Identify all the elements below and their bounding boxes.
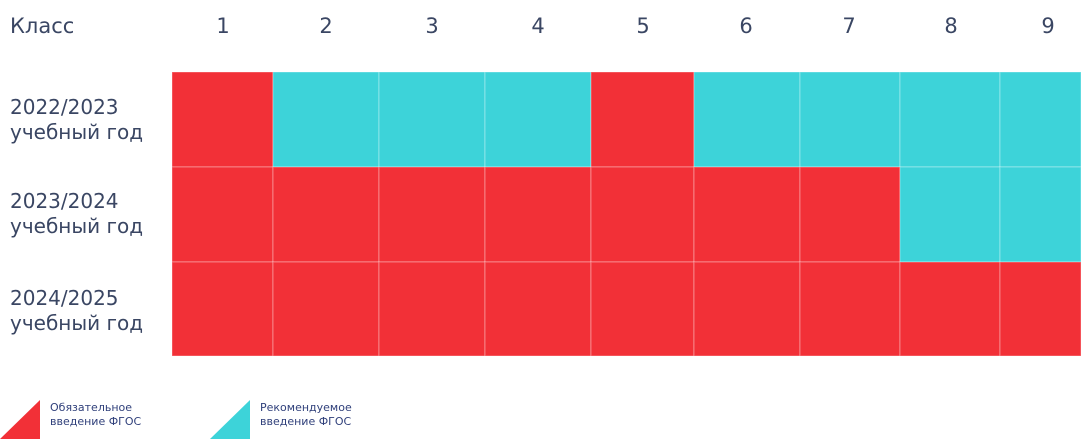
heatmap-cell-mandatory bbox=[590, 261, 695, 357]
heatmap-cell-recommended bbox=[693, 71, 801, 168]
legend-label-line: введение ФГОС bbox=[260, 415, 352, 428]
heatmap-cell-recommended bbox=[899, 166, 1001, 263]
heatmap-cell-mandatory bbox=[484, 166, 592, 263]
row-label-2023-2024: 2023/2024 учебный год bbox=[10, 189, 143, 239]
legend-swatch-recommended bbox=[210, 400, 250, 439]
heatmap-cell-mandatory bbox=[171, 166, 274, 263]
row-label-caption: учебный год bbox=[10, 120, 144, 144]
column-header-2: 2 bbox=[319, 14, 333, 38]
heatmap-cell-mandatory bbox=[693, 166, 801, 263]
heatmap-cell-mandatory bbox=[590, 71, 695, 168]
heatmap-cell-mandatory bbox=[272, 166, 380, 263]
heatmap-cell-mandatory bbox=[590, 166, 695, 263]
heatmap-cell-recommended bbox=[378, 71, 486, 168]
heatmap-cell-mandatory bbox=[799, 166, 901, 263]
column-header-5: 5 bbox=[636, 14, 650, 38]
row-label-year: 2022/2023 bbox=[10, 95, 119, 119]
corner-label: Класс bbox=[10, 14, 75, 38]
heatmap-cell-mandatory bbox=[171, 71, 274, 168]
row-label-2022-2023: 2022/2023 учебный год bbox=[10, 95, 143, 145]
legend-label-line: Обязательное bbox=[50, 401, 133, 414]
column-header-7: 7 bbox=[842, 14, 856, 38]
heatmap-cell-mandatory bbox=[272, 261, 380, 357]
heatmap-cell-mandatory bbox=[693, 261, 801, 357]
row-label-year: 2023/2024 bbox=[10, 189, 119, 213]
legend-item-mandatory: Обязательное введение ФГОС bbox=[0, 400, 200, 439]
column-header-9: 9 bbox=[1041, 14, 1055, 38]
heatmap-cell-recommended bbox=[484, 71, 592, 168]
heatmap-cell-mandatory bbox=[484, 261, 592, 357]
row-label-year: 2024/2025 bbox=[10, 286, 119, 310]
heatmap-cell-recommended bbox=[899, 71, 1001, 168]
heatmap-cell-mandatory bbox=[899, 261, 1001, 357]
heatmap-cell-mandatory bbox=[999, 261, 1081, 357]
legend-swatch-mandatory bbox=[0, 400, 40, 439]
heatmap-cell-mandatory bbox=[799, 261, 901, 357]
legend-label-recommended: Рекомендуемое введение ФГОС bbox=[260, 401, 352, 429]
heatmap-cell-recommended bbox=[799, 71, 901, 168]
column-header-1: 1 bbox=[216, 14, 230, 38]
legend-label-line: Рекомендуемое bbox=[260, 401, 352, 414]
column-header-3: 3 bbox=[425, 14, 439, 38]
column-header-8: 8 bbox=[944, 14, 958, 38]
legend-label-mandatory: Обязательное введение ФГОС bbox=[50, 401, 141, 429]
heatmap-cell-recommended bbox=[999, 166, 1081, 263]
row-label-caption: учебный год bbox=[10, 311, 144, 335]
column-header-4: 4 bbox=[531, 14, 545, 38]
heatmap-cell-recommended bbox=[999, 71, 1081, 168]
heatmap-cell-mandatory bbox=[378, 261, 486, 357]
column-header-6: 6 bbox=[739, 14, 753, 38]
legend-label-line: введение ФГОС bbox=[50, 415, 142, 428]
row-label-2024-2025: 2024/2025 учебный год bbox=[10, 286, 143, 336]
row-label-caption: учебный год bbox=[10, 214, 144, 238]
heatmap-cell-mandatory bbox=[171, 261, 274, 357]
heatmap-cell-mandatory bbox=[378, 166, 486, 263]
heatmap-cell-recommended bbox=[272, 71, 380, 168]
legend-item-recommended: Рекомендуемое введение ФГОС bbox=[210, 400, 410, 439]
